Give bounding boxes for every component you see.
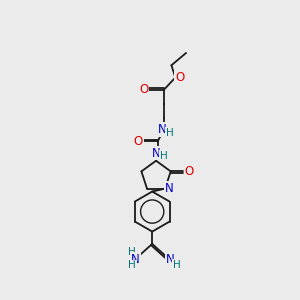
Text: N: N — [152, 146, 161, 160]
Text: O: O — [184, 165, 194, 178]
Text: H: H — [160, 151, 168, 161]
Text: H: H — [166, 128, 174, 138]
Text: N: N — [165, 182, 173, 195]
Text: O: O — [139, 83, 148, 96]
Text: N: N — [158, 123, 167, 136]
Text: O: O — [134, 135, 143, 148]
Text: O: O — [175, 71, 184, 84]
Text: N: N — [131, 253, 140, 266]
Text: N: N — [166, 253, 175, 266]
Text: H: H — [128, 247, 136, 256]
Text: H: H — [128, 260, 136, 271]
Text: H: H — [173, 260, 181, 270]
